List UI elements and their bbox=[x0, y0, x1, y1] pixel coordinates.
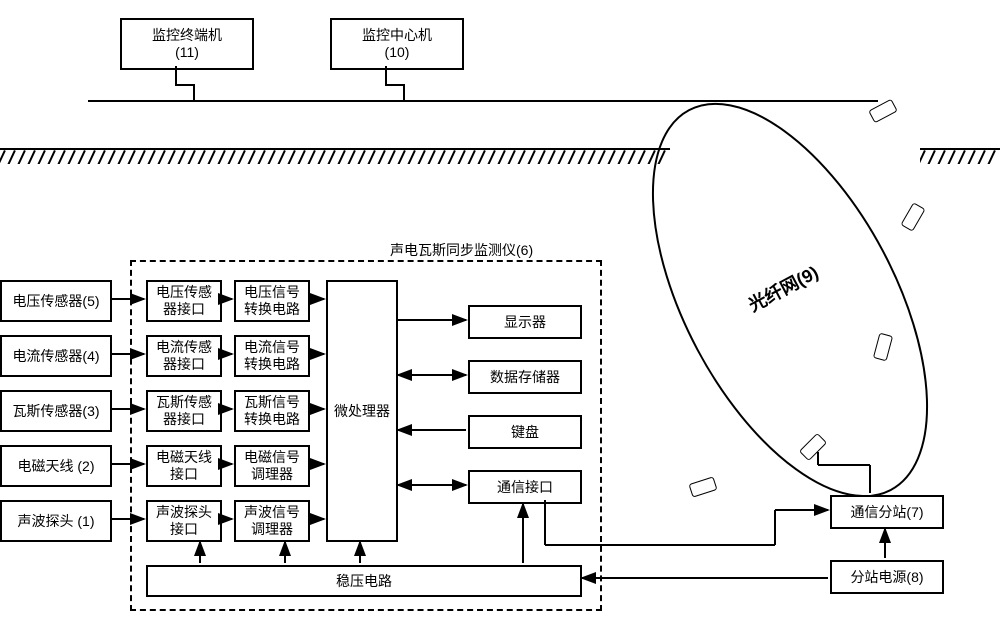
monitor-title: 声电瓦斯同步监测仪(6) bbox=[390, 240, 533, 260]
current-sensor: 电流传感器(4) bbox=[0, 335, 112, 377]
storage-block: 数据存储器 bbox=[468, 360, 582, 394]
keyboard-block: 键盘 bbox=[468, 415, 582, 449]
antenna-conv: 电磁信号 调理器 bbox=[234, 445, 310, 487]
center-drop-h bbox=[385, 84, 405, 86]
antenna-iface: 电磁天线 接口 bbox=[146, 445, 222, 487]
voltage-conv: 电压信号 转换电路 bbox=[234, 280, 310, 322]
current-conv: 电流信号 转换电路 bbox=[234, 335, 310, 377]
terminal-drop-h bbox=[175, 84, 195, 86]
probe-iface: 声波探头 接口 bbox=[146, 500, 222, 542]
voltage-iface: 电压传感 器接口 bbox=[146, 280, 222, 322]
center-drop-v bbox=[385, 66, 387, 86]
connector-1 bbox=[868, 99, 898, 124]
center-box: 监控中心机 (10) bbox=[330, 18, 464, 70]
display-block: 显示器 bbox=[468, 305, 582, 339]
current-iface: 电流传感 器接口 bbox=[146, 335, 222, 377]
connector-3 bbox=[873, 333, 893, 362]
connector-5 bbox=[688, 476, 717, 497]
comm-block: 通信接口 bbox=[468, 470, 582, 504]
ground-left bbox=[0, 148, 670, 164]
center-label1: 监控中心机 bbox=[362, 27, 432, 44]
terminal-drop-v bbox=[175, 66, 177, 86]
comm-station: 通信分站(7) bbox=[830, 495, 944, 529]
terminal-box: 监控终端机 (11) bbox=[120, 18, 254, 70]
connector-2 bbox=[900, 202, 925, 232]
gas-sensor: 瓦斯传感器(3) bbox=[0, 390, 112, 432]
fiber-net-label: 光纤网(9) bbox=[743, 259, 822, 318]
station-power: 分站电源(8) bbox=[830, 560, 944, 594]
antenna-sensor: 电磁天线 (2) bbox=[0, 445, 112, 487]
probe-sensor: 声波探头 (1) bbox=[0, 500, 112, 542]
gas-iface: 瓦斯传感 器接口 bbox=[146, 390, 222, 432]
terminal-label1: 监控终端机 bbox=[152, 27, 222, 44]
probe-conv: 声波信号 调理器 bbox=[234, 500, 310, 542]
connector-4 bbox=[799, 433, 827, 461]
terminal-label2: (11) bbox=[175, 44, 199, 61]
gas-conv: 瓦斯信号 转换电路 bbox=[234, 390, 310, 432]
bus-line bbox=[88, 100, 878, 102]
ground-right bbox=[920, 148, 1000, 164]
center-label2: (10) bbox=[385, 44, 410, 61]
voltage-sensor: 电压传感器(5) bbox=[0, 280, 112, 322]
processor: 微处理器 bbox=[326, 280, 398, 542]
regulator: 稳压电路 bbox=[146, 565, 582, 597]
